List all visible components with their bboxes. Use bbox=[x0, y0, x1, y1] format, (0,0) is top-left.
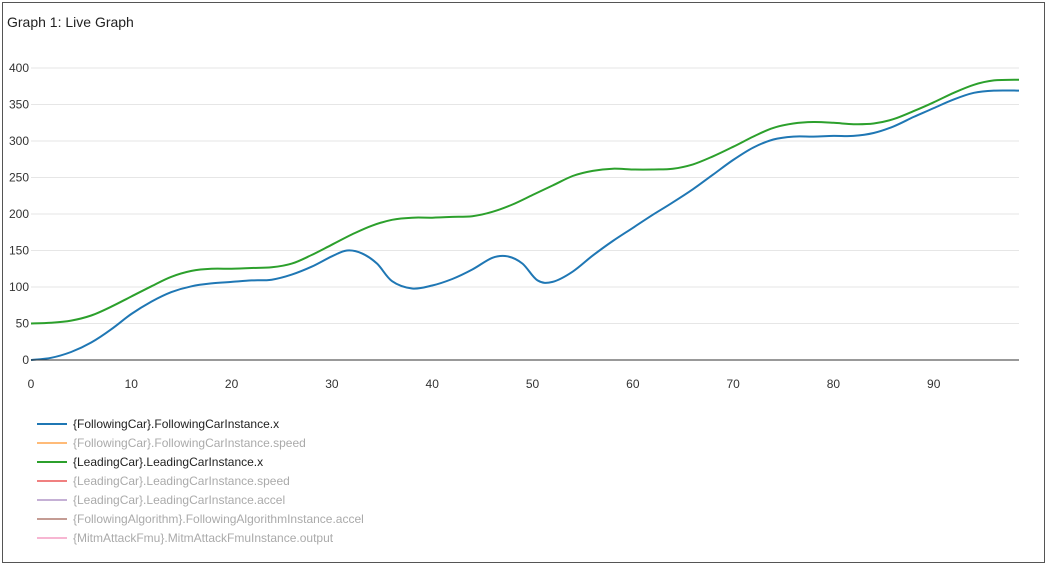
legend-swatch bbox=[37, 498, 67, 501]
legend-label: {LeadingCar}.LeadingCarInstance.speed bbox=[73, 473, 290, 488]
x-tick-label: 40 bbox=[426, 377, 440, 391]
legend-item-5[interactable]: {FollowingAlgorithm}.FollowingAlgorithmI… bbox=[37, 509, 364, 528]
y-tick-label: 250 bbox=[9, 171, 29, 185]
y-tick-label: 200 bbox=[9, 207, 29, 221]
x-tick-label: 30 bbox=[325, 377, 339, 391]
legend-item-3[interactable]: {LeadingCar}.LeadingCarInstance.speed bbox=[37, 471, 364, 490]
x-tick-label: 50 bbox=[526, 377, 540, 391]
series-lines bbox=[30, 78, 1020, 361]
legend-swatch bbox=[37, 422, 67, 425]
legend-item-4[interactable]: {LeadingCar}.LeadingCarInstance.accel bbox=[37, 490, 364, 509]
series-line-2 bbox=[30, 78, 1020, 325]
legend-label: {LeadingCar}.LeadingCarInstance.accel bbox=[73, 492, 286, 507]
legend-swatch bbox=[37, 441, 67, 444]
legend-label: {FollowingCar}.FollowingCarInstance.x bbox=[73, 416, 280, 431]
legend: {FollowingCar}.FollowingCarInstance.x {Fo… bbox=[37, 414, 364, 547]
legend-item-0[interactable]: {FollowingCar}.FollowingCarInstance.x bbox=[37, 414, 364, 433]
y-axis-ticks: 0 50 100 150 200 250 300 350 400 bbox=[9, 61, 29, 367]
y-tick-label: 100 bbox=[9, 280, 29, 294]
graph-title: Graph 1: Live Graph bbox=[7, 14, 134, 30]
x-tick-label: 10 bbox=[125, 377, 139, 391]
legend-label: {MitmAttackFmu}.MitmAttackFmuInstance.ou… bbox=[73, 530, 334, 545]
y-tick-label: 50 bbox=[16, 317, 30, 331]
legend-swatch bbox=[37, 460, 67, 463]
line-chart: 0 50 100 150 200 250 300 350 400 0 10 20 30 40 50 60 70… bbox=[9, 61, 1020, 391]
legend-label: {FollowingAlgorithm}.FollowingAlgorithmI… bbox=[73, 511, 364, 526]
legend-item-6[interactable]: {MitmAttackFmu}.MitmAttackFmuInstance.ou… bbox=[37, 528, 364, 547]
grid-lines bbox=[31, 67, 1019, 324]
legend-label: {LeadingCar}.LeadingCarInstance.x bbox=[73, 454, 264, 469]
y-tick-label: 300 bbox=[9, 134, 29, 148]
x-axis-ticks: 0 10 20 30 40 50 60 70 80 90 bbox=[28, 377, 941, 391]
legend-swatch bbox=[37, 536, 67, 539]
series-line-0 bbox=[30, 89, 1020, 361]
x-tick-label: 80 bbox=[827, 377, 841, 391]
y-tick-label: 150 bbox=[9, 244, 29, 258]
legend-swatch bbox=[37, 517, 67, 520]
y-tick-label: 0 bbox=[22, 353, 29, 367]
legend-swatch bbox=[37, 479, 67, 482]
legend-item-1[interactable]: {FollowingCar}.FollowingCarInstance.spee… bbox=[37, 433, 364, 452]
x-tick-label: 0 bbox=[28, 377, 35, 391]
x-tick-label: 70 bbox=[726, 377, 740, 391]
x-tick-label: 90 bbox=[927, 377, 941, 391]
y-tick-label: 400 bbox=[9, 61, 29, 75]
x-tick-label: 20 bbox=[225, 377, 239, 391]
y-tick-label: 350 bbox=[9, 98, 29, 112]
legend-item-2[interactable]: {LeadingCar}.LeadingCarInstance.x bbox=[37, 452, 364, 471]
legend-label: {FollowingCar}.FollowingCarInstance.spee… bbox=[73, 435, 306, 450]
x-tick-label: 60 bbox=[626, 377, 640, 391]
